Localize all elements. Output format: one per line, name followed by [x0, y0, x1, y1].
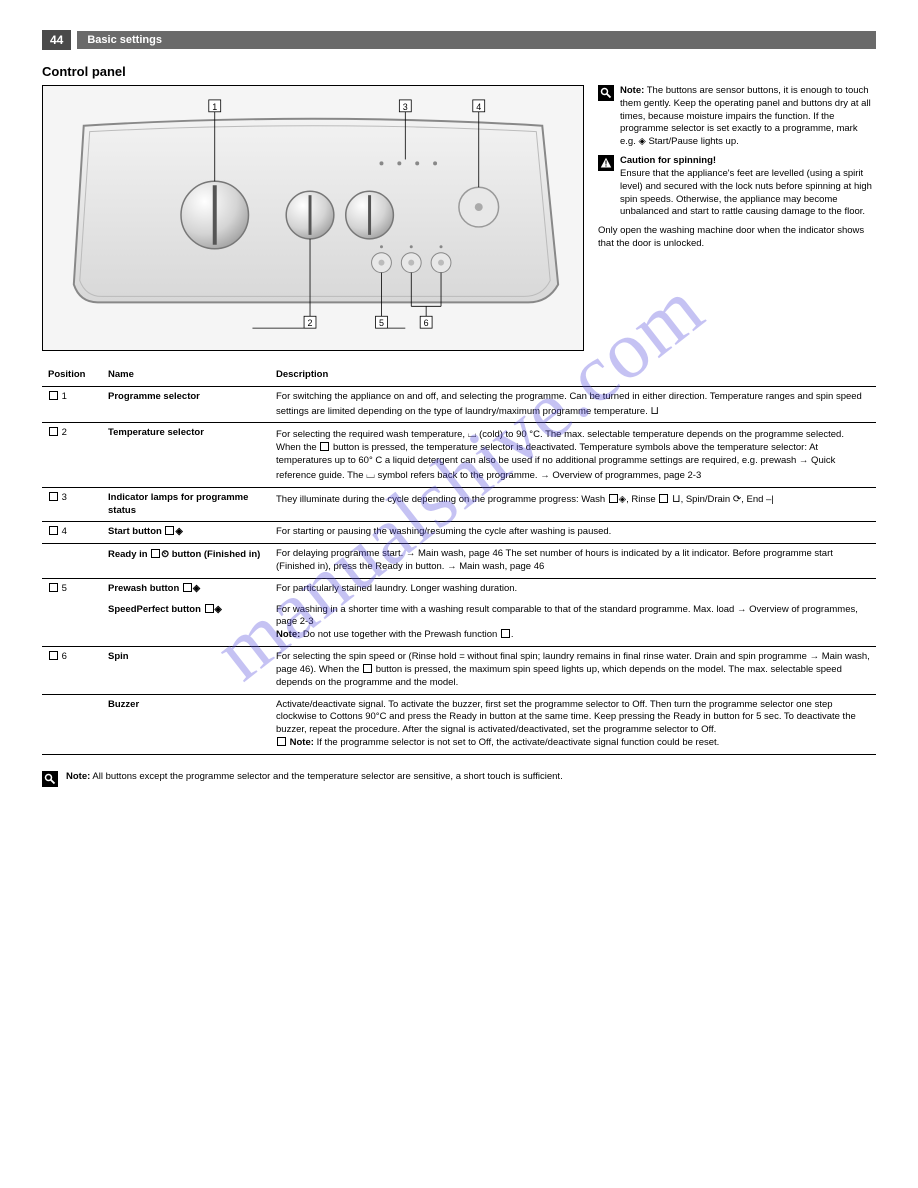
svg-text:6: 6 [424, 318, 429, 328]
row1-desc: For switching the appliance on and off, … [270, 386, 876, 423]
th-desc: Description [270, 369, 876, 386]
row4a-name: Start button ◈ [102, 522, 270, 544]
magnifier-icon [598, 85, 614, 101]
th-name: Name [102, 369, 270, 386]
page-number: 44 [42, 30, 71, 50]
table-row: 3 Indicator lamps for programme status T… [42, 487, 876, 522]
table-row: 4 Start button ◈ For starting or pausing… [42, 522, 876, 544]
row4a-desc: For starting or pausing the washing/resu… [270, 522, 876, 544]
row7-desc: Activate/deactivate signal. To activate … [270, 694, 876, 754]
svg-text:5: 5 [379, 318, 384, 328]
table-row: 1 Programme selector For switching the a… [42, 386, 876, 423]
row4b-desc: For delaying programme start. → Main was… [270, 544, 876, 579]
note3: Only open the washing machine door when … [598, 225, 876, 251]
bottom-note: Note: All buttons except the programme s… [42, 771, 876, 787]
th-position: Position [42, 369, 102, 386]
row4b-name: Ready in button (Finished in) [102, 544, 270, 579]
warning-icon: ! [598, 155, 614, 171]
svg-text:2: 2 [308, 318, 313, 328]
warn-label: Caution for spinning! [620, 155, 716, 166]
table-row: Ready in button (Finished in) For delayi… [42, 544, 876, 579]
controls-table: Position Name Description 1 Programme se… [42, 369, 876, 755]
control-panel-figure: 1 3 4 2 5 6 [42, 85, 584, 351]
row2-name: Temperature selector [102, 423, 270, 487]
table-row: SpeedPerfect button ◈ For washing in a s… [42, 600, 876, 647]
header-bar: 44 Basic settings [42, 30, 876, 50]
svg-text:!: ! [605, 159, 608, 168]
row1-name: Programme selector [102, 386, 270, 423]
row5b-name: SpeedPerfect button ◈ [102, 600, 270, 647]
table-row: 6 Spin For selecting the spin speed or (… [42, 647, 876, 694]
row6-desc: For selecting the spin speed or (Rinse h… [270, 647, 876, 694]
row6-name: Spin [102, 647, 270, 694]
table-row: 2 Temperature selector For selecting the… [42, 423, 876, 487]
header-title: Basic settings [77, 31, 876, 49]
svg-text:3: 3 [403, 102, 408, 112]
row3-name: Indicator lamps for programme status [102, 487, 270, 522]
table-row: 5 Prewash button ◈ For particularly stai… [42, 578, 876, 599]
row5a-name: Prewash button ◈ [102, 578, 270, 599]
row2-desc: For selecting the required wash temperat… [270, 423, 876, 487]
row7-name: Buzzer [102, 694, 270, 754]
panel-svg: 1 3 4 2 5 6 [43, 86, 583, 350]
section-title: Control panel [42, 64, 876, 79]
svg-text:1: 1 [212, 102, 217, 112]
note1-label: Note: [620, 85, 644, 96]
note1-text2: Start/Pause lights up. [648, 136, 738, 147]
row5a-desc: For particularly stained laundry. Longer… [270, 578, 876, 599]
svg-text:4: 4 [476, 102, 481, 112]
row3-desc: They illuminate during the cycle dependi… [270, 487, 876, 522]
right-notes: Note: The buttons are sensor buttons, it… [598, 85, 876, 351]
table-row: Buzzer Activate/deactivate signal. To ac… [42, 694, 876, 754]
row5b-desc: For washing in a shorter time with a was… [270, 600, 876, 647]
table-row [42, 754, 876, 755]
warn-text: Ensure that the appliance's feet are lev… [620, 168, 872, 217]
magnifier-icon [42, 771, 58, 787]
